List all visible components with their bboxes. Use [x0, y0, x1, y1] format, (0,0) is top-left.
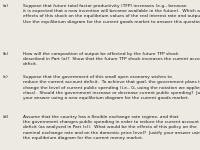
Text: Suppose that the government of this small open economy wishes to
reduce the curr: Suppose that the government of this smal…	[23, 75, 200, 100]
Text: (c): (c)	[3, 75, 9, 79]
Text: Suppose that future total factor productivity (TFP) increases (e.g., because
it : Suppose that future total factor product…	[23, 4, 200, 24]
Text: (d): (d)	[3, 115, 9, 119]
Text: How will the composition of output be affected by the future TFP shock
described: How will the composition of output be af…	[23, 52, 200, 66]
Text: Assume that the country has a flexible exchange rate regime, and that
the govern: Assume that the country has a flexible e…	[23, 115, 200, 140]
Text: (a): (a)	[3, 4, 9, 8]
Text: (b): (b)	[3, 52, 9, 56]
